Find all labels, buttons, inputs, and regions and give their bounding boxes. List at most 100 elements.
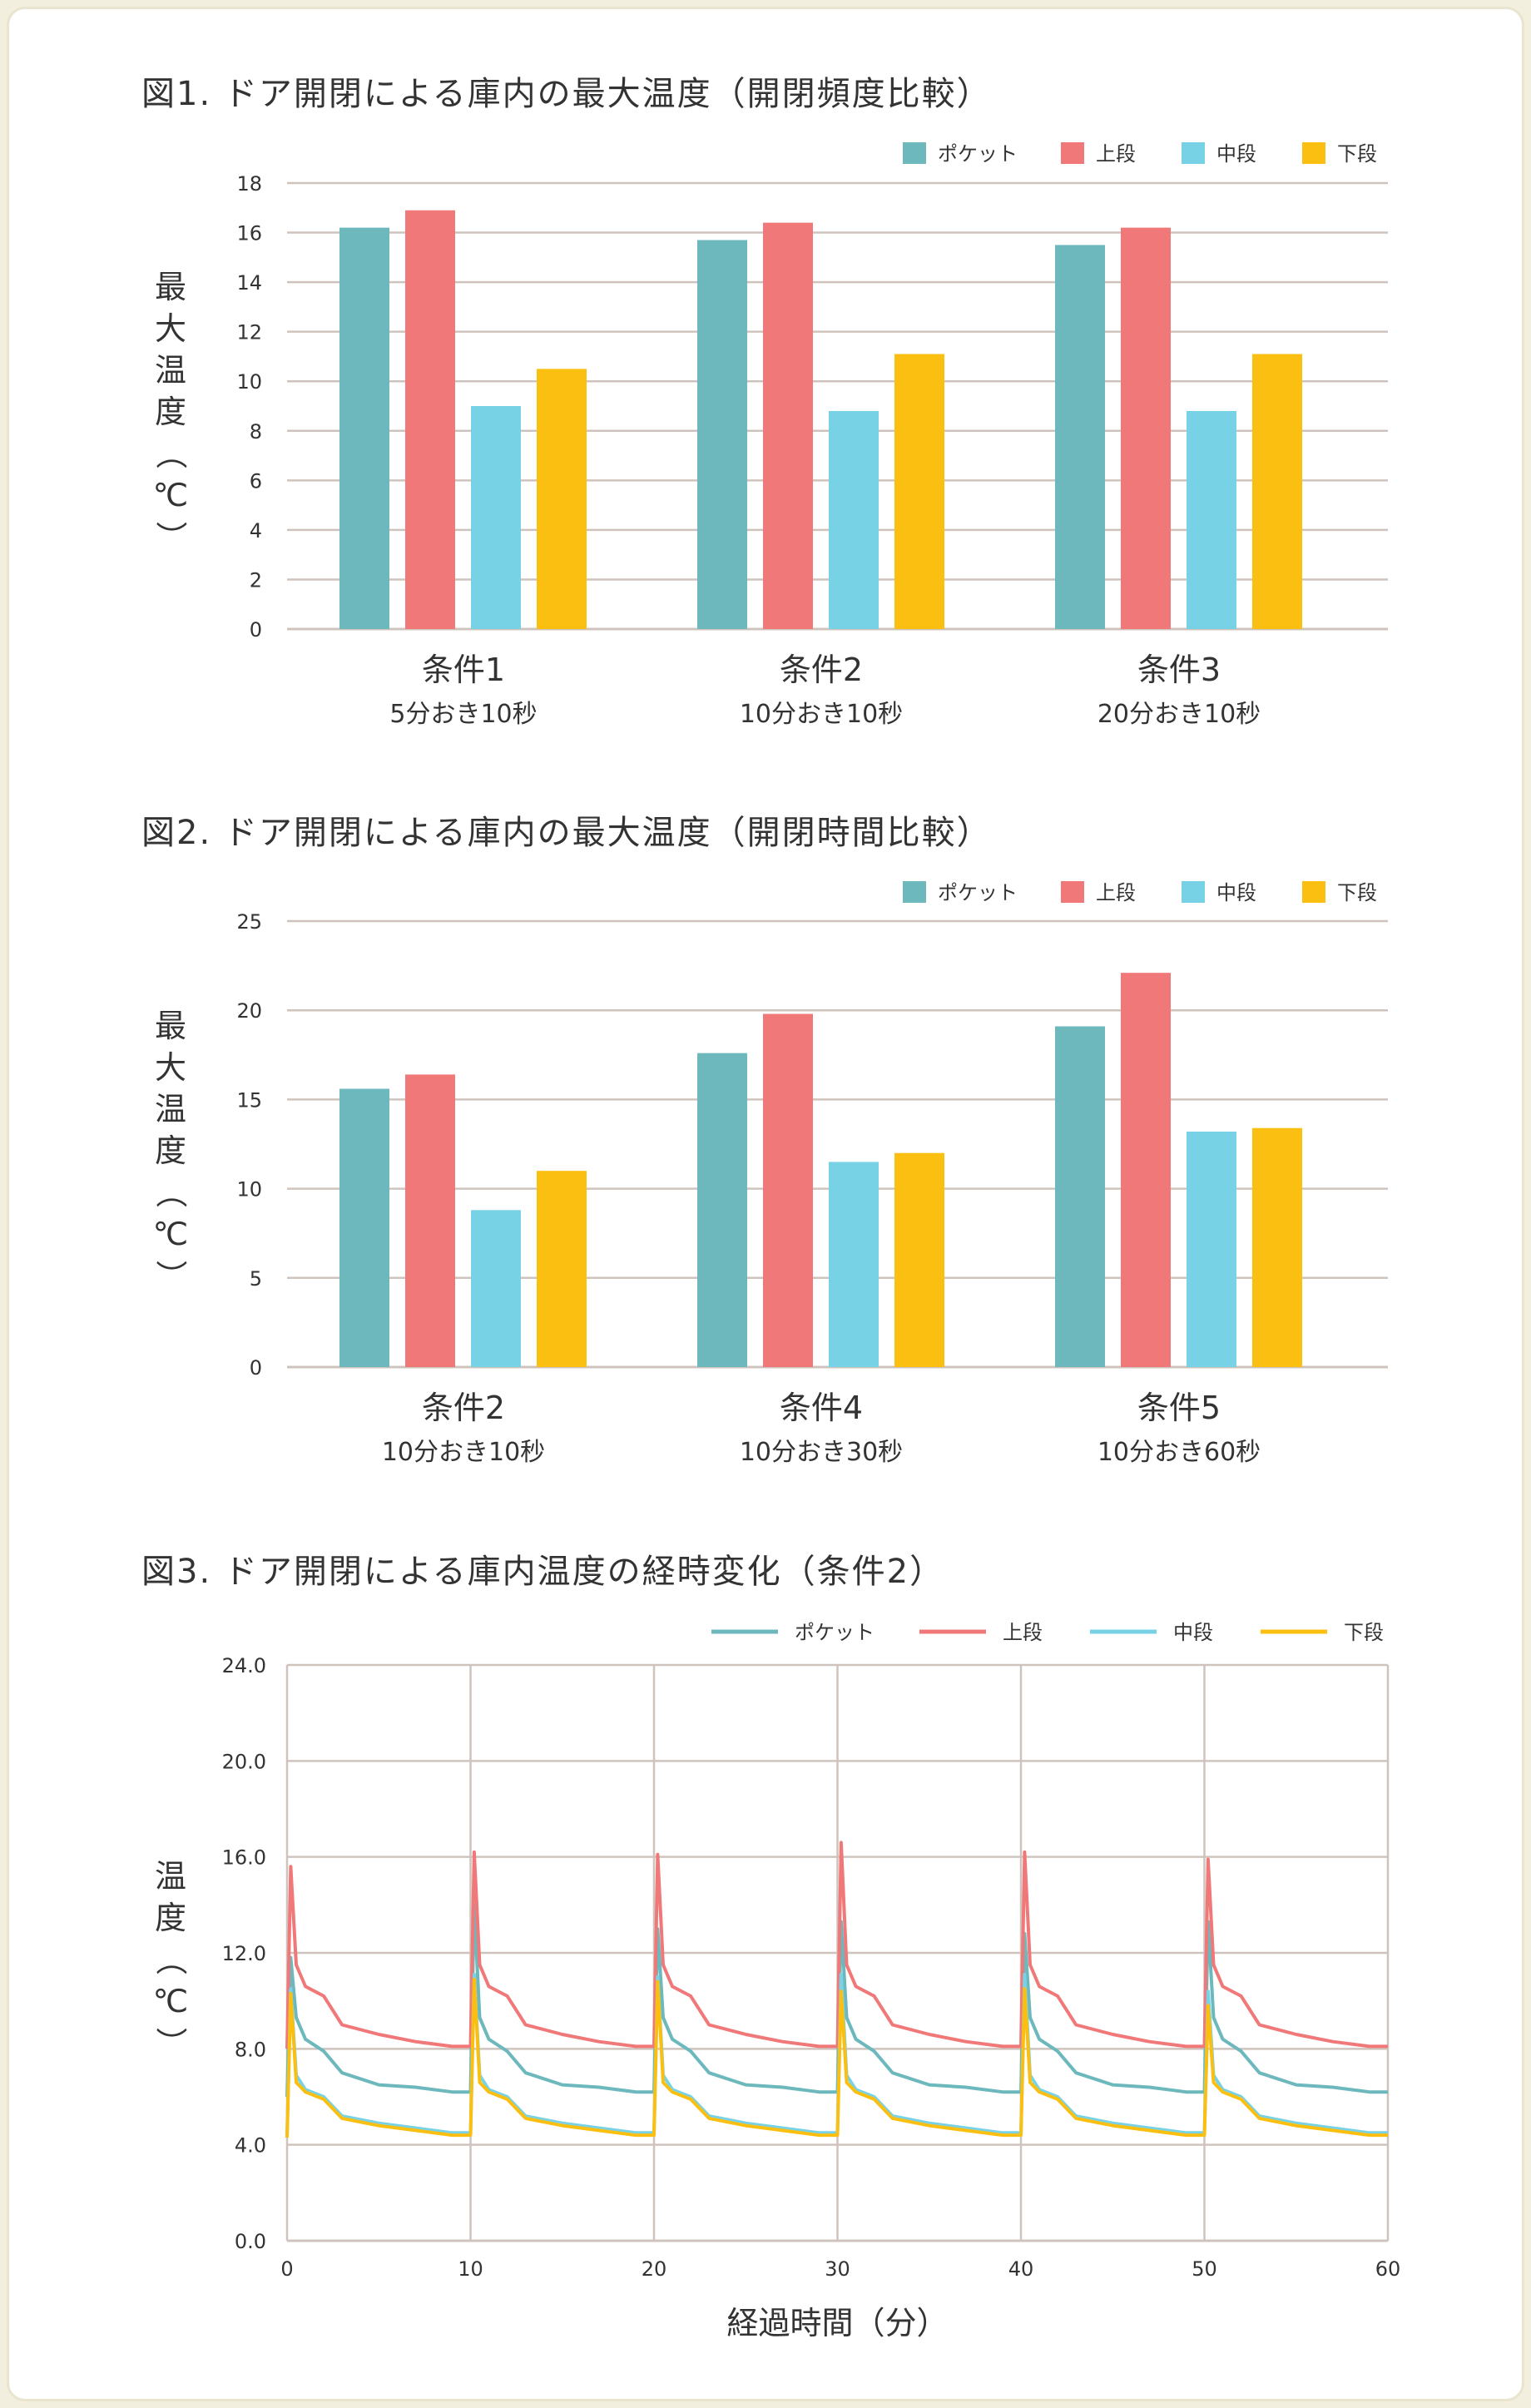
chart1-xsub-2: 20分おき10秒 — [1097, 700, 1261, 729]
chart3-xtick-1: 10 — [458, 2257, 483, 2281]
chart2-legend-swatch-1 — [1061, 881, 1084, 903]
chart2-xcat-0: 条件2 — [422, 1390, 505, 1426]
chart3-ylabel-char-0: 温 — [155, 1858, 186, 1895]
chart2-bar-中段-1 — [829, 1162, 879, 1367]
chart2-bar-ポケット-2 — [1055, 1026, 1105, 1367]
chart1-legend-label-0: ポケット — [938, 142, 1018, 166]
chart1-ytick-4: 8 — [250, 420, 262, 443]
chart3-xtick-6: 60 — [1375, 2257, 1401, 2281]
chart3-legend-label-3: 下段 — [1344, 1621, 1384, 1644]
chart3-legend-label-2: 中段 — [1173, 1621, 1213, 1644]
chart3-ylabel-char-2: （ — [152, 1944, 189, 1975]
chart1-ytick-8: 16 — [236, 222, 262, 245]
chart2-legend-label-3: 下段 — [1337, 881, 1377, 904]
chart3-ytick-5: 20.0 — [222, 1750, 266, 1773]
chart1-ytick-5: 10 — [236, 370, 262, 394]
chart1-bar-ポケット-1 — [697, 240, 747, 629]
chart1-ylabel-char-0: 最 — [155, 269, 186, 305]
chart2-ylabel-char-4: （ — [152, 1177, 189, 1208]
chart2-xcat-2: 条件5 — [1137, 1390, 1221, 1426]
chart2-bar-中段-0 — [471, 1210, 521, 1367]
chart2-ylabel-char-2: 温 — [155, 1091, 186, 1127]
chart2-bar-上段-2 — [1121, 973, 1171, 1367]
chart2-title: 図2. ドア開閉による庫内の最大温度（開閉時間比較） — [141, 814, 992, 852]
chart1-bar-中段-1 — [829, 410, 879, 629]
chart1-legend-swatch-3 — [1302, 142, 1325, 164]
chart2-xsub-2: 10分おき60秒 — [1097, 1438, 1261, 1467]
chart2-bar-上段-0 — [405, 1074, 455, 1367]
chart3-legend-label-0: ポケット — [795, 1621, 875, 1644]
chart3-line-下段 — [285, 1977, 1388, 2138]
chart2-xcat-1: 条件4 — [780, 1390, 863, 1426]
chart3-legend-label-1: 上段 — [1003, 1621, 1043, 1644]
chart1-title: 図1. ドア開閉による庫内の最大温度（開閉頻度比較） — [141, 75, 992, 113]
chart3-line-上段 — [285, 1841, 1388, 2049]
chart1-ytick-0: 0 — [250, 618, 262, 642]
chart3-xtick-2: 20 — [642, 2257, 667, 2281]
chart2-ytick-4: 20 — [236, 999, 262, 1023]
chart2-bar-ポケット-0 — [339, 1088, 389, 1367]
chart1-xcat-0: 条件1 — [422, 652, 505, 688]
chart1-bar-中段-0 — [471, 406, 521, 629]
chart3-ytick-4: 16.0 — [222, 1846, 266, 1870]
chart2-ylabel-char-0: 最 — [155, 1008, 186, 1044]
chart1-ytick-9: 18 — [236, 172, 262, 196]
chart1-ytick-3: 6 — [250, 469, 262, 493]
chart2-ytick-0: 0 — [250, 1356, 262, 1380]
chart2-ytick-5: 25 — [236, 910, 262, 934]
chart2-legend-label-0: ポケット — [938, 881, 1018, 904]
chart3-xtick-3: 30 — [825, 2257, 850, 2281]
chart1-xcat-2: 条件3 — [1137, 652, 1221, 688]
chart2-ylabel-char-6: ） — [152, 1260, 189, 1291]
chart1-ytick-6: 12 — [236, 321, 262, 344]
chart2-legend-label-2: 中段 — [1216, 881, 1256, 904]
chart1-legend-label-2: 中段 — [1216, 142, 1256, 166]
chart1-xsub-1: 10分おき10秒 — [740, 700, 903, 729]
chart2-legend-label-1: 上段 — [1096, 881, 1136, 904]
chart2-ylabel-char-1: 大 — [155, 1049, 186, 1086]
chart3-title: 図3. ドア開閉による庫内温度の経時変化（条件2） — [141, 1553, 945, 1591]
chart1-bar-下段-0 — [537, 369, 587, 629]
chart3-ytick-3: 12.0 — [222, 1942, 266, 1965]
chart2-bar-ポケット-1 — [697, 1053, 747, 1367]
chart1-ylabel-char-1: 大 — [155, 310, 186, 347]
chart1-xcat-1: 条件2 — [780, 652, 863, 688]
chart1-bar-上段-2 — [1121, 227, 1171, 629]
chart3-xtick-5: 50 — [1192, 2257, 1217, 2281]
chart3-ytick-2: 8.0 — [235, 2038, 266, 2061]
chart2-xsub-1: 10分おき30秒 — [740, 1438, 903, 1467]
chart1-ylabel-char-6: ） — [152, 521, 189, 552]
chart1-bar-ポケット-2 — [1055, 245, 1105, 629]
chart2-bar-下段-2 — [1252, 1127, 1302, 1367]
chart1-ytick-1: 2 — [250, 568, 262, 592]
chart2-bar-上段-1 — [763, 1013, 813, 1367]
chart1-ytick-7: 14 — [236, 271, 262, 295]
chart3-xlabel: 経過時間（分） — [726, 2305, 948, 2341]
chart1-legend-swatch-0 — [903, 142, 926, 164]
chart3-ytick-0: 0.0 — [235, 2230, 266, 2253]
chart1-legend-label-1: 上段 — [1096, 142, 1136, 166]
chart2-bar-中段-2 — [1187, 1131, 1236, 1367]
chart3-xtick-0: 0 — [280, 2257, 293, 2281]
chart2-ytick-1: 5 — [250, 1267, 262, 1291]
chart1-bar-下段-1 — [894, 354, 944, 629]
chart1-ytick-2: 4 — [250, 519, 262, 543]
chart3-ylabel-char-1: 度 — [155, 1900, 186, 1936]
chart2-legend-swatch-3 — [1302, 881, 1325, 903]
chart3-ylabel-char-4: ） — [152, 2027, 189, 2059]
chart1-ylabel-char-5: ℃ — [153, 477, 189, 513]
chart1-ylabel-char-4: （ — [152, 438, 189, 469]
chart3-ytick-1: 4.0 — [235, 2134, 266, 2158]
chart1-ylabel-char-2: 温 — [155, 352, 186, 389]
chart1-bar-下段-2 — [1252, 354, 1302, 629]
chart3-xtick-4: 40 — [1008, 2257, 1034, 2281]
chart1-legend-label-3: 下段 — [1337, 142, 1377, 166]
chart1-bar-中段-2 — [1187, 410, 1236, 629]
chart2-bar-下段-0 — [537, 1171, 587, 1367]
chart2-legend-swatch-2 — [1182, 881, 1205, 903]
chart1-bar-ポケット-0 — [339, 227, 389, 629]
chart1-bar-上段-0 — [405, 210, 455, 629]
chart2-xsub-0: 10分おき10秒 — [382, 1438, 545, 1467]
chart2-ytick-2: 10 — [236, 1178, 262, 1202]
